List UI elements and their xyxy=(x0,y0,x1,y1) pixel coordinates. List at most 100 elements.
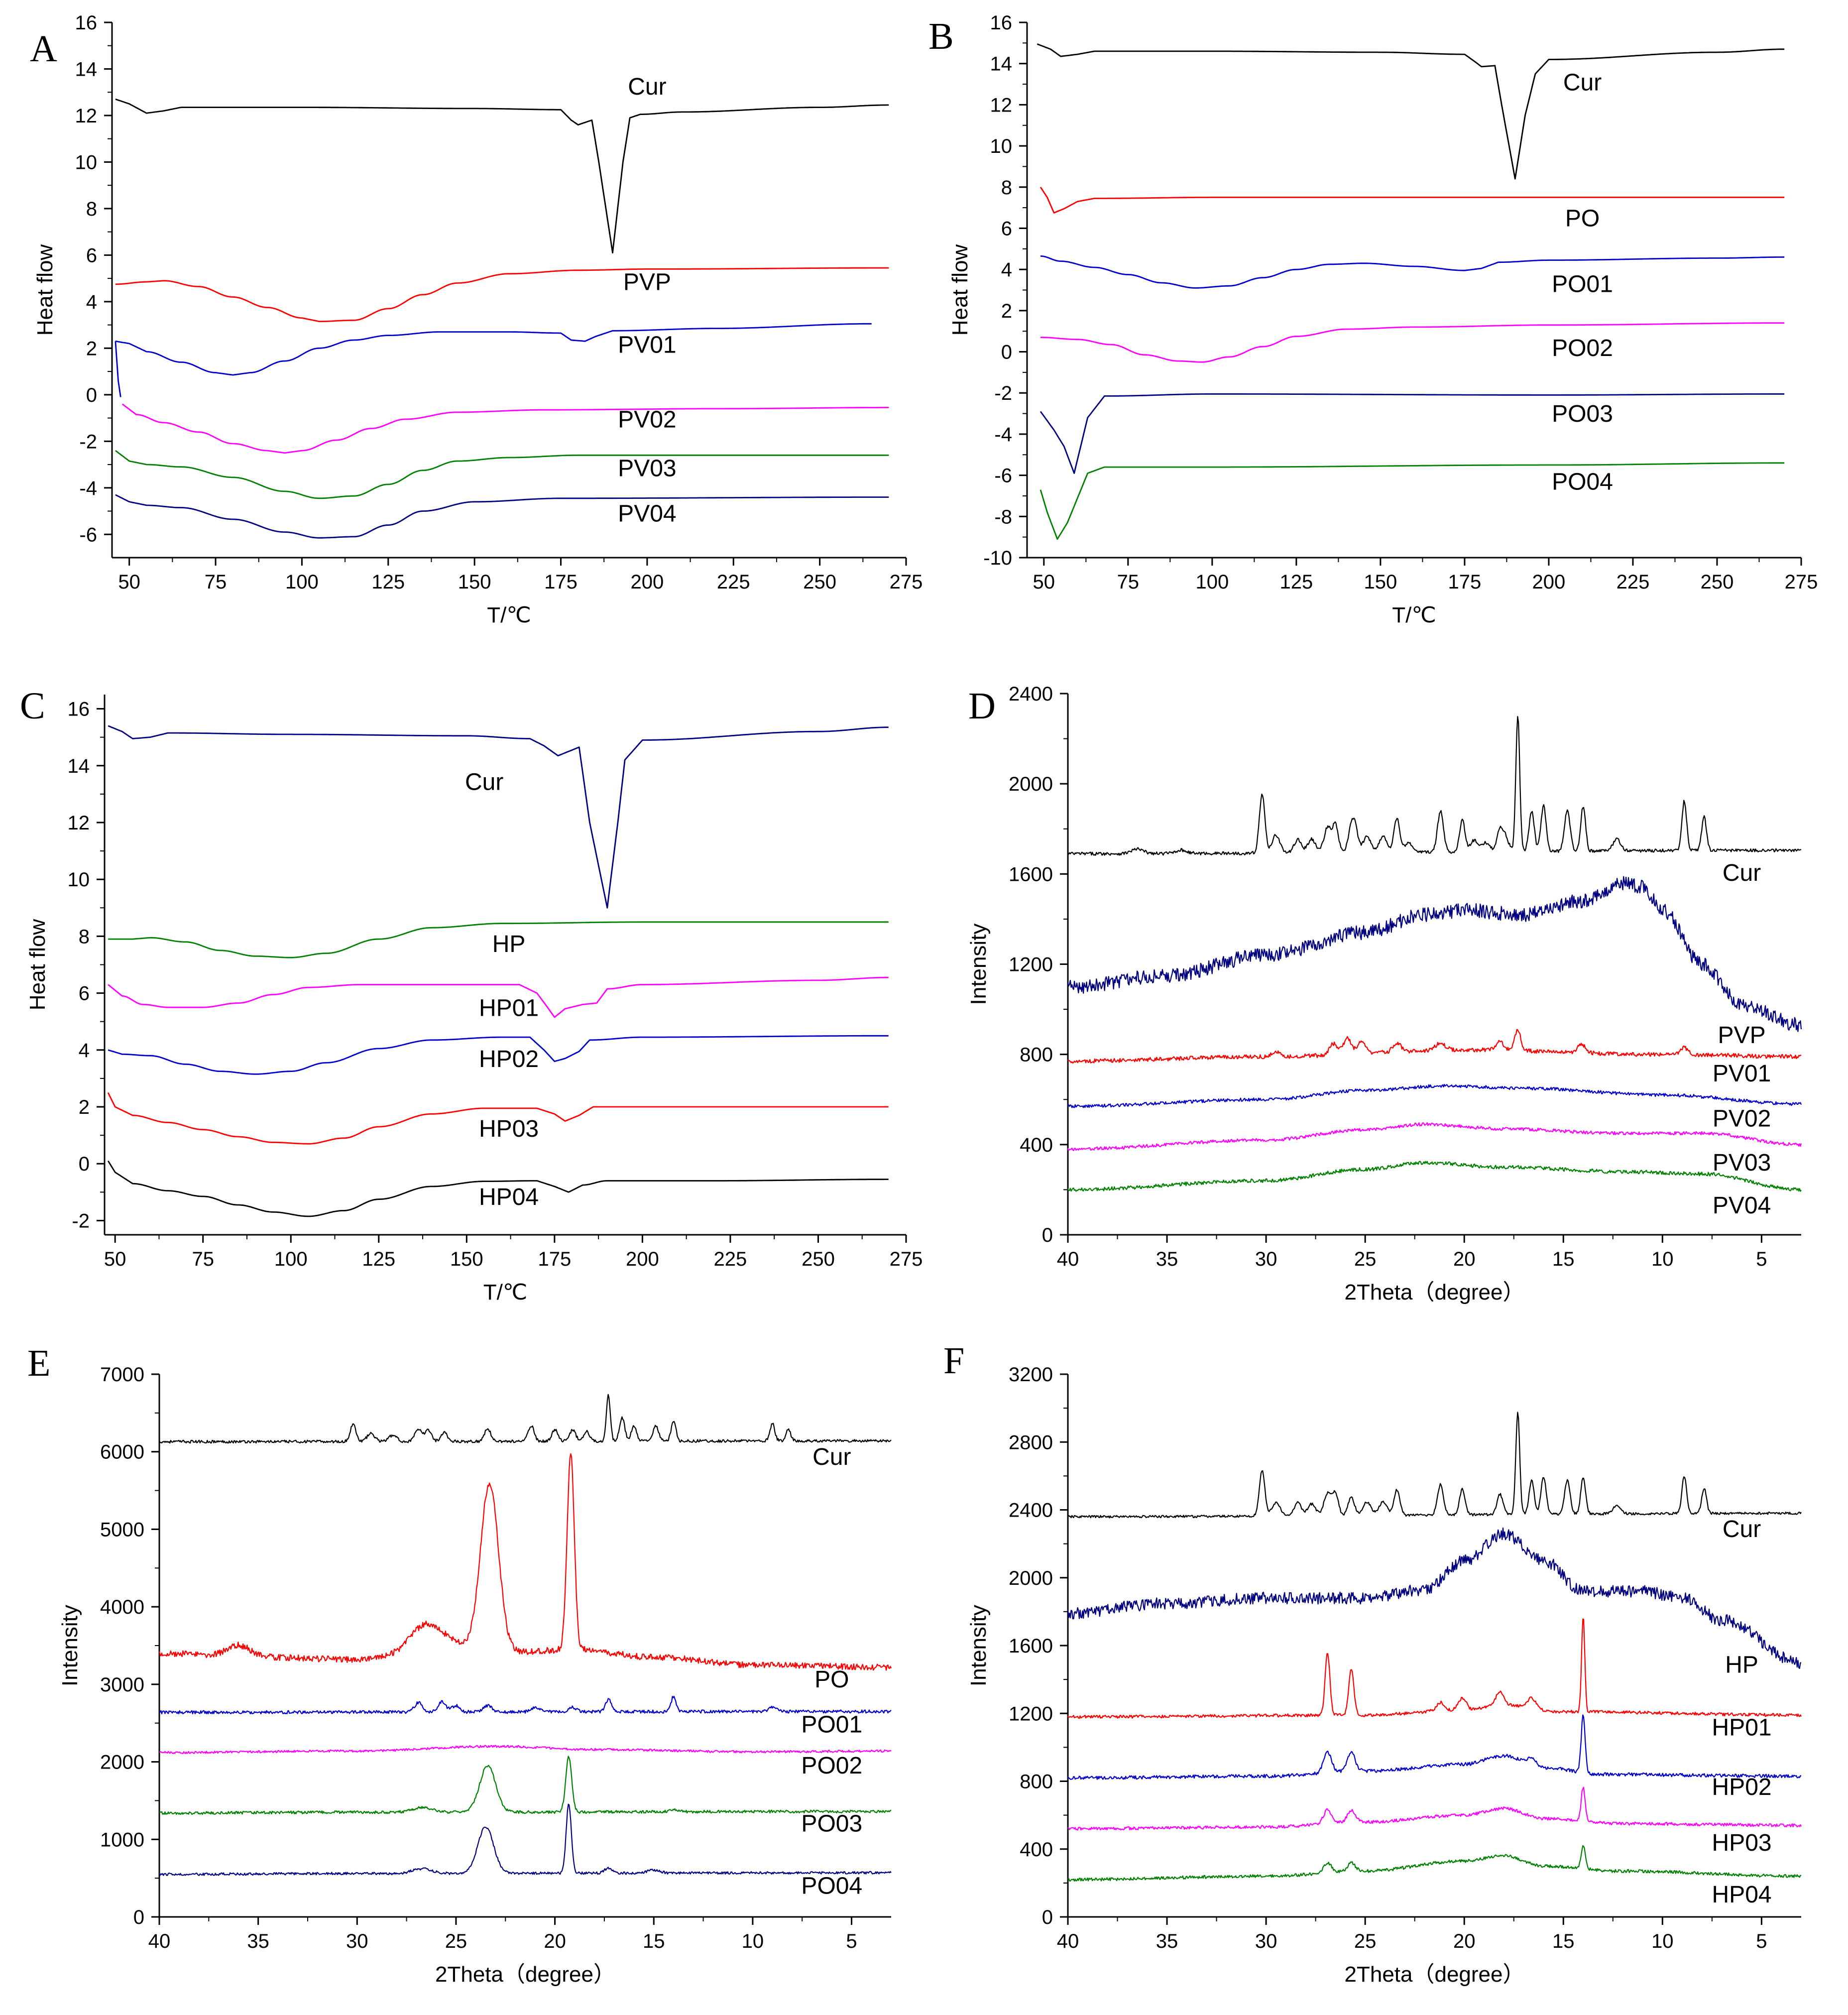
series-line-cur xyxy=(159,1394,892,1444)
series-line-pv04 xyxy=(1067,1161,1802,1192)
x-tick-label: 275 xyxy=(890,1248,923,1270)
x-tick-label: 75 xyxy=(205,571,227,593)
y-tick-label: -2 xyxy=(72,1210,90,1232)
series-label: PV04 xyxy=(1713,1192,1771,1219)
y-tick-label: 800 xyxy=(1020,1044,1053,1066)
series-label: Cur xyxy=(1563,69,1602,96)
x-tick-label: 150 xyxy=(450,1248,483,1270)
series-line-pv02 xyxy=(1067,1083,1802,1108)
y-tick-label: 1200 xyxy=(1009,954,1053,976)
y-tick-label: -6 xyxy=(994,465,1012,487)
series-line-hp02 xyxy=(1067,1714,1802,1780)
series-line-hp03 xyxy=(107,1092,889,1145)
y-tick-label: 16 xyxy=(75,12,98,34)
series-line-pv04 xyxy=(115,494,889,539)
chart-panel-f: 40 35 30 25 20 15 10 5 0 400 800 1200 1600 2000 2400 28… xyxy=(966,1364,1802,1987)
series-label: HP04 xyxy=(1712,1882,1772,1908)
x-axis-label: 2Theta（degree） xyxy=(1345,1962,1525,1987)
y-tick-label: 10 xyxy=(75,151,98,173)
y-tick-label: 5000 xyxy=(100,1519,144,1541)
series-line-pv03 xyxy=(115,450,889,499)
x-tick-label: 200 xyxy=(1532,571,1566,593)
series-line-po04 xyxy=(158,1803,892,1876)
series-line-po03 xyxy=(1040,393,1785,474)
series-label: HP02 xyxy=(1712,1774,1772,1800)
series-label: PV01 xyxy=(1713,1061,1771,1087)
x-tick-label: 250 xyxy=(1701,571,1734,593)
y-tick-label: 400 xyxy=(1020,1839,1053,1861)
x-tick-label: 275 xyxy=(890,571,923,593)
y-tick-label: -4 xyxy=(79,477,97,499)
series-line-hp xyxy=(108,921,889,958)
y-tick-label: 8 xyxy=(86,198,97,220)
y-tick-label: 800 xyxy=(1020,1771,1053,1793)
x-tick-label: 35 xyxy=(1156,1930,1178,1952)
y-tick-label: 1600 xyxy=(1009,1635,1053,1657)
x-tick-label: 20 xyxy=(1453,1248,1476,1270)
x-tick-label: 100 xyxy=(274,1248,308,1270)
x-tick-label: 75 xyxy=(192,1248,214,1270)
y-axis-label: Heat flow xyxy=(948,244,972,336)
x-axis-label: 2Theta（degree） xyxy=(435,1962,615,1987)
y-tick-label: 1000 xyxy=(100,1829,144,1851)
series-line-cur xyxy=(1067,1412,1802,1519)
x-tick-label: 5 xyxy=(846,1930,857,1952)
x-tick-label: 150 xyxy=(458,571,491,593)
x-tick-label: 10 xyxy=(1651,1930,1674,1952)
y-tick-label: 12 xyxy=(75,105,98,127)
x-tick-label: 15 xyxy=(1552,1930,1575,1952)
series-label: PV02 xyxy=(618,406,676,433)
panel-letter-f: F xyxy=(943,1340,965,1382)
series-line-hp01 xyxy=(1067,1618,1802,1719)
series-line-cur xyxy=(115,98,889,254)
x-tick-label: 10 xyxy=(1651,1248,1674,1270)
y-tick-label: 0 xyxy=(79,1153,90,1175)
series-label: PVP xyxy=(623,269,671,296)
x-tick-label: 275 xyxy=(1785,571,1818,593)
x-axis-label: T/℃ xyxy=(487,603,531,627)
series-label: PO04 xyxy=(1552,469,1613,495)
series-label: Cur xyxy=(1723,860,1761,886)
x-axis-label: 2Theta（degree） xyxy=(1345,1280,1525,1304)
series-line-pv03 xyxy=(1067,1122,1802,1151)
x-tick-label: 75 xyxy=(1117,571,1140,593)
series-label: Cur xyxy=(812,1444,851,1470)
x-tick-label: 175 xyxy=(544,571,578,593)
y-tick-label: 0 xyxy=(86,384,97,406)
y-tick-label: 12 xyxy=(68,812,90,834)
y-tick-label: 2000 xyxy=(1009,773,1053,795)
x-tick-label: 5 xyxy=(1756,1248,1767,1270)
series-label: PV04 xyxy=(618,501,676,527)
x-tick-label: 225 xyxy=(1617,571,1650,593)
x-tick-label: 50 xyxy=(104,1248,126,1270)
series-line-cur xyxy=(108,725,889,909)
y-tick-label: 8 xyxy=(79,926,90,948)
x-tick-label: 15 xyxy=(1552,1248,1575,1270)
panel-letter-a: A xyxy=(30,28,57,70)
series-label: HP02 xyxy=(479,1046,539,1072)
panel-letter-e: E xyxy=(27,1342,51,1384)
series-line-pvp xyxy=(1067,876,1802,1032)
panel-letter-b: B xyxy=(928,15,954,57)
y-tick-label: 6 xyxy=(86,244,97,266)
y-tick-label: 2400 xyxy=(1009,1500,1053,1522)
y-tick-label: -2 xyxy=(994,382,1012,404)
series-line-hp02 xyxy=(108,1035,889,1075)
x-tick-label: 250 xyxy=(803,571,836,593)
x-tick-label: 25 xyxy=(445,1930,467,1952)
y-tick-label: 14 xyxy=(990,53,1013,75)
y-tick-label: 16 xyxy=(68,699,90,720)
y-tick-label: 7000 xyxy=(100,1364,144,1386)
x-tick-label: 40 xyxy=(1057,1930,1079,1952)
series-label: HP04 xyxy=(479,1184,539,1210)
x-tick-label: 50 xyxy=(118,571,140,593)
x-tick-label: 175 xyxy=(538,1248,571,1270)
x-tick-label: 30 xyxy=(1255,1930,1277,1952)
x-tick-label: 40 xyxy=(1057,1248,1079,1270)
y-tick-label: 2400 xyxy=(1009,683,1053,705)
y-axis-label: Intensity xyxy=(966,924,991,1005)
series-label: PV03 xyxy=(1713,1150,1771,1176)
y-tick-label: 4 xyxy=(1001,259,1012,281)
series-label: PO04 xyxy=(801,1873,862,1899)
x-tick-label: 35 xyxy=(1156,1248,1178,1270)
